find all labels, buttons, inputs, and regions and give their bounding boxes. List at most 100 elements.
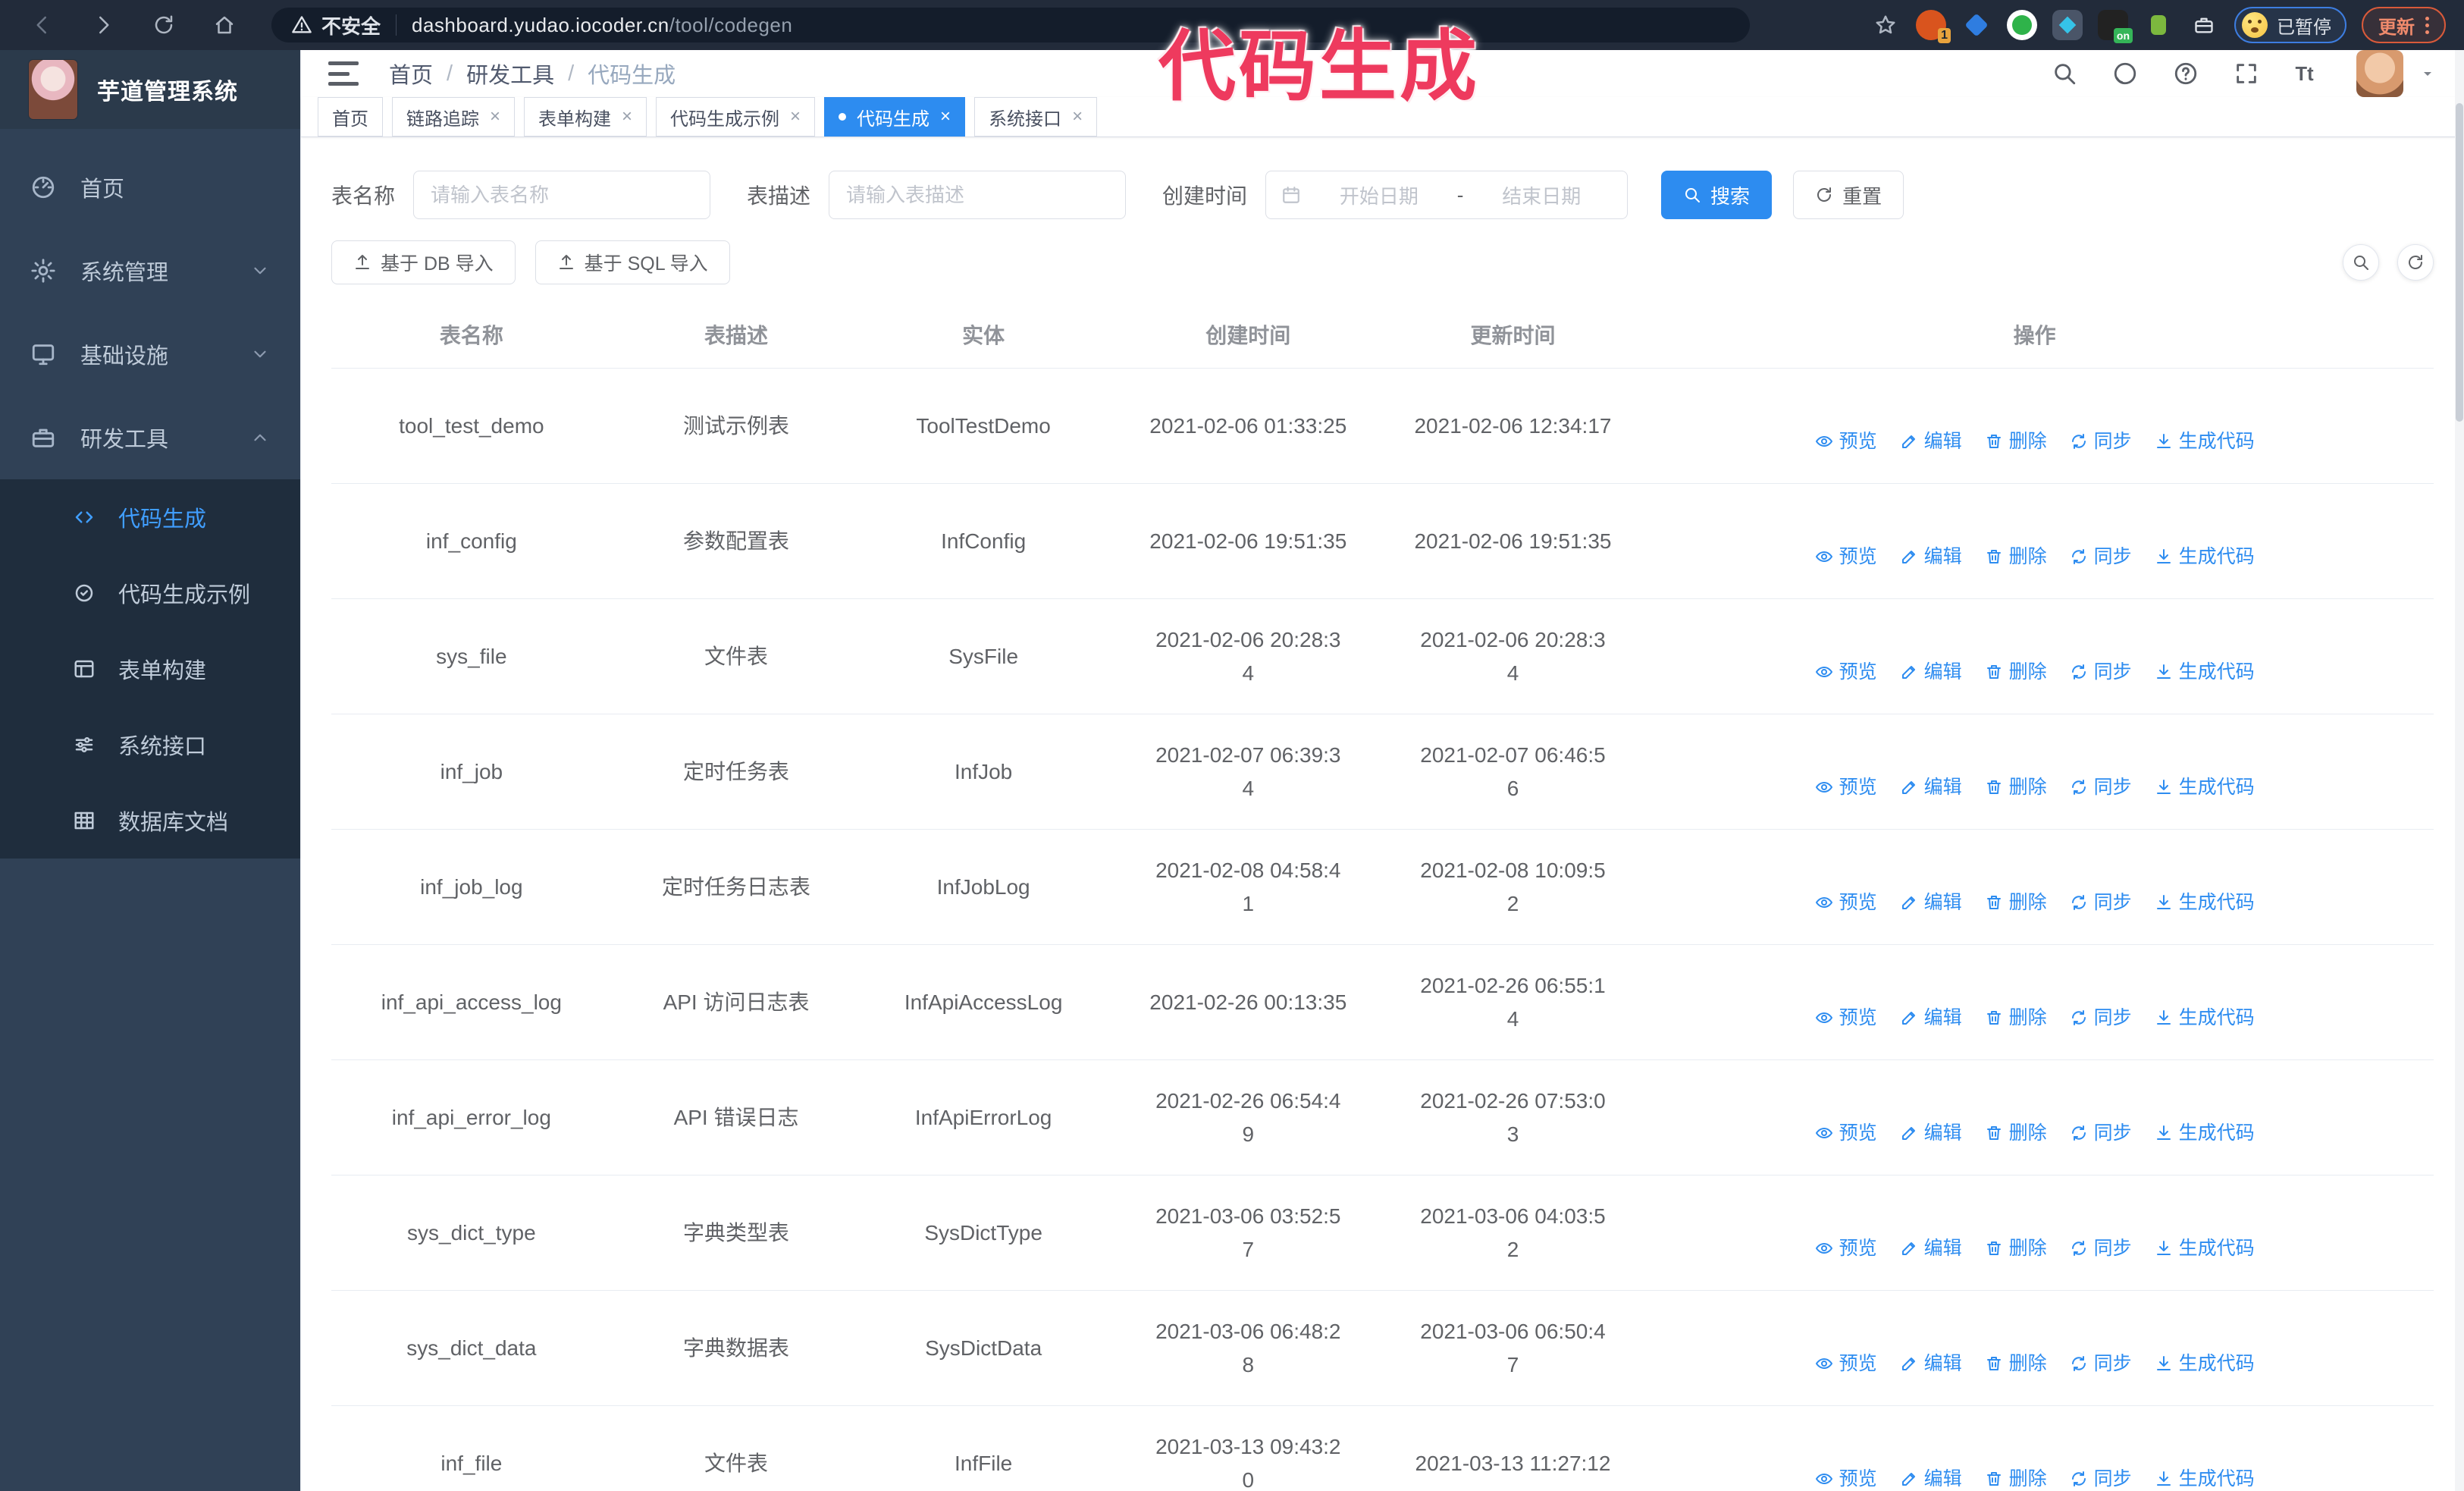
preview-link[interactable]: 预览 bbox=[1815, 1462, 1877, 1491]
font-size-icon[interactable] bbox=[2294, 60, 2321, 87]
preview-link[interactable]: 预览 bbox=[1815, 655, 1877, 689]
preview-link[interactable]: 预览 bbox=[1815, 540, 1877, 573]
delete-link[interactable]: 删除 bbox=[1985, 1001, 2047, 1034]
browser-reload-button[interactable] bbox=[149, 10, 179, 40]
extension-icon-dark-on[interactable]: on bbox=[2098, 10, 2133, 43]
edit-link[interactable]: 编辑 bbox=[1900, 771, 1962, 804]
tag-form-builder[interactable]: 表单构建 × bbox=[524, 97, 647, 137]
edit-link[interactable]: 编辑 bbox=[1900, 425, 1962, 458]
edit-link[interactable]: 编辑 bbox=[1900, 1347, 1962, 1380]
search-icon[interactable] bbox=[2052, 61, 2077, 86]
generate-code-link[interactable]: 生成代码 bbox=[2155, 1462, 2255, 1491]
avatar-caret-icon[interactable] bbox=[2419, 64, 2437, 83]
help-icon[interactable] bbox=[2173, 61, 2199, 86]
sync-link[interactable]: 同步 bbox=[2070, 886, 2132, 919]
tag-trace[interactable]: 链路追踪 × bbox=[392, 97, 516, 137]
tag-system-api[interactable]: 系统接口 × bbox=[974, 97, 1098, 137]
toggle-search-button[interactable] bbox=[2343, 244, 2379, 281]
delete-link[interactable]: 删除 bbox=[1985, 540, 2047, 573]
close-icon[interactable]: × bbox=[790, 106, 801, 127]
preview-link[interactable]: 预览 bbox=[1815, 1001, 1877, 1034]
user-avatar[interactable] bbox=[2356, 50, 2403, 97]
generate-code-link[interactable]: 生成代码 bbox=[2155, 655, 2255, 689]
delete-link[interactable]: 删除 bbox=[1985, 1116, 2047, 1150]
breadcrumb-home[interactable]: 首页 bbox=[389, 64, 434, 88]
browser-home-button[interactable] bbox=[209, 10, 240, 40]
tag-codegen-example[interactable]: 代码生成示例 × bbox=[656, 97, 816, 137]
browser-back-button[interactable] bbox=[27, 10, 58, 40]
delete-link[interactable]: 删除 bbox=[1985, 425, 2047, 458]
sidebar-item-dev-tools[interactable]: 研发工具 bbox=[0, 396, 300, 479]
sidebar-item-home[interactable]: 首页 bbox=[0, 146, 300, 229]
edit-link[interactable]: 编辑 bbox=[1900, 655, 1962, 689]
fullscreen-icon[interactable] bbox=[2234, 61, 2259, 86]
tag-code-generation[interactable]: 代码生成 × bbox=[824, 97, 966, 137]
extension-icon-grid[interactable] bbox=[2052, 10, 2083, 40]
generate-code-link[interactable]: 生成代码 bbox=[2155, 1001, 2255, 1034]
extension-icon-orange[interactable]: 1 bbox=[1916, 10, 1951, 43]
delete-link[interactable]: 删除 bbox=[1985, 655, 2047, 689]
refresh-table-button[interactable] bbox=[2397, 244, 2434, 281]
profile-paused-chip[interactable]: 已暂停 bbox=[2234, 7, 2346, 43]
preview-link[interactable]: 预览 bbox=[1815, 425, 1877, 458]
import-sql-button[interactable]: 基于 SQL 导入 bbox=[534, 240, 730, 284]
scrollbar-track[interactable] bbox=[2455, 50, 2464, 1491]
generate-code-link[interactable]: 生成代码 bbox=[2155, 771, 2255, 804]
edit-link[interactable]: 编辑 bbox=[1900, 1116, 1962, 1150]
sync-link[interactable]: 同步 bbox=[2070, 1116, 2132, 1150]
reset-button[interactable]: 重置 bbox=[1793, 171, 1904, 219]
delete-link[interactable]: 删除 bbox=[1985, 771, 2047, 804]
extension-icon-green-check[interactable] bbox=[2007, 10, 2037, 40]
preview-link[interactable]: 预览 bbox=[1815, 1116, 1877, 1150]
sync-link[interactable]: 同步 bbox=[2070, 655, 2132, 689]
search-button[interactable]: 搜索 bbox=[1661, 171, 1773, 219]
delete-link[interactable]: 删除 bbox=[1985, 1232, 2047, 1265]
sync-link[interactable]: 同步 bbox=[2070, 771, 2132, 804]
close-icon[interactable]: × bbox=[940, 106, 951, 127]
edit-link[interactable]: 编辑 bbox=[1900, 1462, 1962, 1491]
sync-link[interactable]: 同步 bbox=[2070, 1232, 2132, 1265]
table-name-input[interactable] bbox=[413, 171, 711, 219]
sync-link[interactable]: 同步 bbox=[2070, 540, 2132, 573]
extension-puzzle-icon[interactable] bbox=[2189, 10, 2219, 40]
generate-code-link[interactable]: 生成代码 bbox=[2155, 1232, 2255, 1265]
generate-code-link[interactable]: 生成代码 bbox=[2155, 1347, 2255, 1380]
sidebar-item-form-builder[interactable]: 表单构建 bbox=[0, 631, 300, 707]
preview-link[interactable]: 预览 bbox=[1815, 886, 1877, 919]
generate-code-link[interactable]: 生成代码 bbox=[2155, 1116, 2255, 1150]
sidebar-item-system-api[interactable]: 系统接口 bbox=[0, 707, 300, 783]
sync-link[interactable]: 同步 bbox=[2070, 425, 2132, 458]
date-range-picker[interactable]: 开始日期 - 结束日期 bbox=[1265, 171, 1629, 219]
delete-link[interactable]: 删除 bbox=[1985, 1347, 2047, 1380]
app-logo[interactable]: 芋道管理系统 bbox=[0, 50, 300, 129]
sync-link[interactable]: 同步 bbox=[2070, 1462, 2132, 1491]
generate-code-link[interactable]: 生成代码 bbox=[2155, 886, 2255, 919]
generate-code-link[interactable]: 生成代码 bbox=[2155, 425, 2255, 458]
sidebar-item-system-management[interactable]: 系统管理 bbox=[0, 229, 300, 312]
sync-link[interactable]: 同步 bbox=[2070, 1347, 2132, 1380]
delete-link[interactable]: 删除 bbox=[1985, 1462, 2047, 1491]
browser-forward-button[interactable] bbox=[88, 10, 118, 40]
bookmark-star-icon[interactable] bbox=[1870, 10, 1901, 40]
edit-link[interactable]: 编辑 bbox=[1900, 1232, 1962, 1265]
sidebar-item-infrastructure[interactable]: 基础设施 bbox=[0, 312, 300, 396]
github-icon[interactable] bbox=[2112, 61, 2138, 86]
sidebar-item-codegen-example[interactable]: 代码生成示例 bbox=[0, 555, 300, 631]
preview-link[interactable]: 预览 bbox=[1815, 1347, 1877, 1380]
close-icon[interactable]: × bbox=[622, 106, 633, 127]
import-db-button[interactable]: 基于 DB 导入 bbox=[331, 240, 516, 284]
preview-link[interactable]: 预览 bbox=[1815, 1232, 1877, 1265]
breadcrumb-dev-tools[interactable]: 研发工具 bbox=[466, 64, 555, 88]
edit-link[interactable]: 编辑 bbox=[1900, 1001, 1962, 1034]
edit-link[interactable]: 编辑 bbox=[1900, 886, 1962, 919]
sidebar-item-database-docs[interactable]: 数据库文档 bbox=[0, 783, 300, 859]
generate-code-link[interactable]: 生成代码 bbox=[2155, 540, 2255, 573]
preview-link[interactable]: 预览 bbox=[1815, 771, 1877, 804]
sync-link[interactable]: 同步 bbox=[2070, 1001, 2132, 1034]
close-icon[interactable]: × bbox=[490, 106, 501, 127]
table-desc-input[interactable] bbox=[829, 171, 1127, 219]
address-bar[interactable]: 不安全 dashboard.yudao.iocoder.cn/tool/code… bbox=[271, 8, 1750, 42]
hamburger-icon[interactable] bbox=[328, 61, 359, 86]
edit-link[interactable]: 编辑 bbox=[1900, 540, 1962, 573]
extension-icon-gem[interactable] bbox=[1961, 10, 1992, 40]
